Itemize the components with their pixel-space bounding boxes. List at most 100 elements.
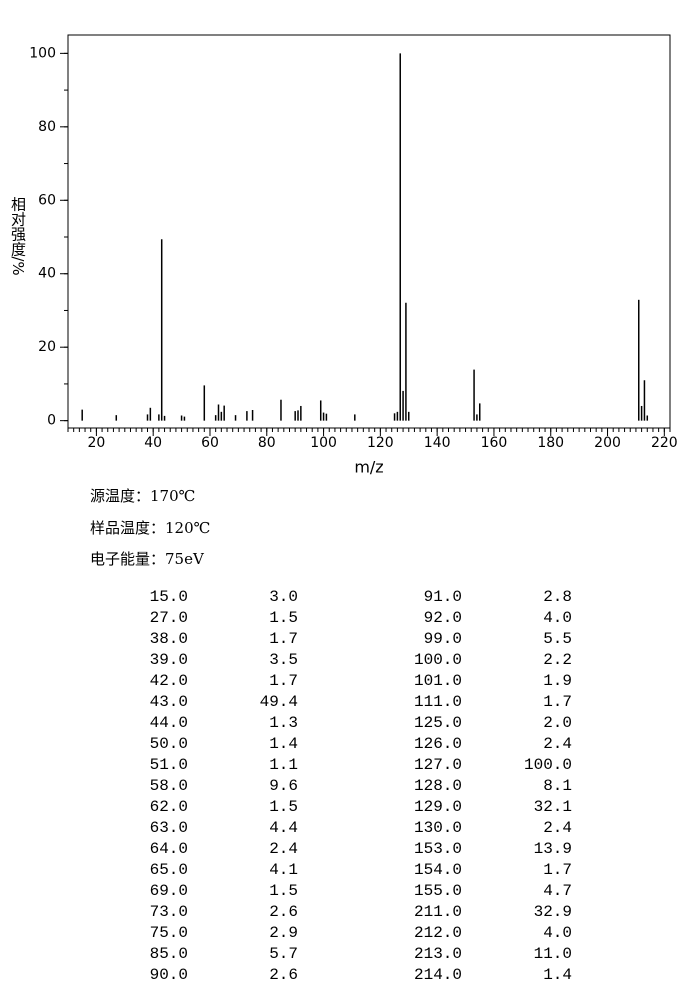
table-mz: 211.0 <box>414 903 462 921</box>
table-intensity: 1.7 <box>269 630 298 648</box>
table-intensity: 4.4 <box>269 819 298 837</box>
y-tick-label: 0 <box>47 413 56 429</box>
y-tick-label: 80 <box>38 119 56 135</box>
y-tick-label: 60 <box>38 192 56 208</box>
x-axis-label: m/z <box>354 458 383 477</box>
y-tick-label: 20 <box>38 339 56 355</box>
table-intensity: 5.7 <box>269 945 298 963</box>
x-tick-label: 180 <box>537 435 564 451</box>
table-mz: 126.0 <box>414 735 462 753</box>
table-intensity: 1.4 <box>543 966 572 984</box>
table-mz: 75.0 <box>150 924 188 942</box>
table-mz: 101.0 <box>414 672 462 690</box>
table-mz: 214.0 <box>414 966 462 984</box>
table-intensity: 1.7 <box>269 672 298 690</box>
table-mz: 39.0 <box>150 651 188 669</box>
x-tick-label: 40 <box>144 435 162 451</box>
table-intensity: 2.2 <box>543 651 572 669</box>
table-intensity: 3.5 <box>269 651 298 669</box>
table-mz: 27.0 <box>150 609 188 627</box>
table-intensity: 2.4 <box>543 819 572 837</box>
x-tick-label: 140 <box>424 435 451 451</box>
table-mz: 63.0 <box>150 819 188 837</box>
table-mz: 213.0 <box>414 945 462 963</box>
table-intensity: 32.1 <box>534 798 572 816</box>
table-intensity: 1.9 <box>543 672 572 690</box>
table-intensity: 13.9 <box>534 840 572 858</box>
table-mz: 111.0 <box>414 693 462 711</box>
table-mz: 85.0 <box>150 945 188 963</box>
table-mz: 99.0 <box>424 630 462 648</box>
table-intensity: 4.0 <box>543 924 572 942</box>
table-intensity: 2.9 <box>269 924 298 942</box>
table-mz: 92.0 <box>424 609 462 627</box>
table-mz: 64.0 <box>150 840 188 858</box>
table-intensity: 1.7 <box>543 861 572 879</box>
note: 电子能量：75eV <box>90 550 205 568</box>
table-mz: 43.0 <box>150 693 188 711</box>
table-mz: 51.0 <box>150 756 188 774</box>
table-intensity: 1.4 <box>269 735 298 753</box>
table-intensity: 100.0 <box>524 756 572 774</box>
table-mz: 212.0 <box>414 924 462 942</box>
x-tick-label: 120 <box>367 435 394 451</box>
table-mz: 50.0 <box>150 735 188 753</box>
table-mz: 42.0 <box>150 672 188 690</box>
table-intensity: 4.0 <box>543 609 572 627</box>
table-mz: 91.0 <box>424 588 462 606</box>
table-intensity: 1.5 <box>269 798 298 816</box>
x-tick-label: 60 <box>201 435 219 451</box>
table-mz: 125.0 <box>414 714 462 732</box>
table-mz: 38.0 <box>150 630 188 648</box>
table-intensity: 2.4 <box>543 735 572 753</box>
table-intensity: 1.7 <box>543 693 572 711</box>
table-mz: 90.0 <box>150 966 188 984</box>
table-intensity: 3.0 <box>269 588 298 606</box>
x-tick-label: 20 <box>87 435 105 451</box>
x-tick-label: 80 <box>258 435 276 451</box>
table-mz: 127.0 <box>414 756 462 774</box>
x-tick-label: 100 <box>310 435 337 451</box>
table-intensity: 2.8 <box>543 588 572 606</box>
y-axis-label: 相对强度/% <box>9 196 27 275</box>
table-mz: 73.0 <box>150 903 188 921</box>
table-intensity: 1.1 <box>269 756 298 774</box>
table-mz: 65.0 <box>150 861 188 879</box>
plot-frame <box>67 34 671 429</box>
note: 样品温度：120℃ <box>90 519 210 537</box>
table-intensity: 1.5 <box>269 882 298 900</box>
note: 源温度：170℃ <box>90 487 195 505</box>
table-mz: 128.0 <box>414 777 462 795</box>
table-intensity: 49.4 <box>260 693 298 711</box>
y-tick-label: 100 <box>29 45 56 61</box>
x-tick-label: 200 <box>594 435 621 451</box>
table-mz: 58.0 <box>150 777 188 795</box>
table-mz: 69.0 <box>150 882 188 900</box>
table-intensity: 5.5 <box>543 630 572 648</box>
table-mz: 44.0 <box>150 714 188 732</box>
x-tick-label: 220 <box>651 435 678 451</box>
table-intensity: 4.1 <box>269 861 298 879</box>
table-mz: 154.0 <box>414 861 462 879</box>
table-mz: 15.0 <box>150 588 188 606</box>
table-mz: 130.0 <box>414 819 462 837</box>
table-mz: 129.0 <box>414 798 462 816</box>
table-intensity: 2.6 <box>269 966 298 984</box>
table-intensity: 1.5 <box>269 609 298 627</box>
table-mz: 153.0 <box>414 840 462 858</box>
table-intensity: 9.6 <box>269 777 298 795</box>
table-intensity: 8.1 <box>543 777 572 795</box>
table-intensity: 11.0 <box>534 945 572 963</box>
table-intensity: 2.4 <box>269 840 298 858</box>
table-mz: 100.0 <box>414 651 462 669</box>
table-intensity: 2.6 <box>269 903 298 921</box>
table-mz: 155.0 <box>414 882 462 900</box>
table-intensity: 4.7 <box>543 882 572 900</box>
table-intensity: 1.3 <box>269 714 298 732</box>
x-tick-label: 160 <box>481 435 508 451</box>
table-mz: 62.0 <box>150 798 188 816</box>
y-tick-label: 40 <box>38 266 56 282</box>
table-intensity: 32.9 <box>534 903 572 921</box>
table-intensity: 2.0 <box>543 714 572 732</box>
